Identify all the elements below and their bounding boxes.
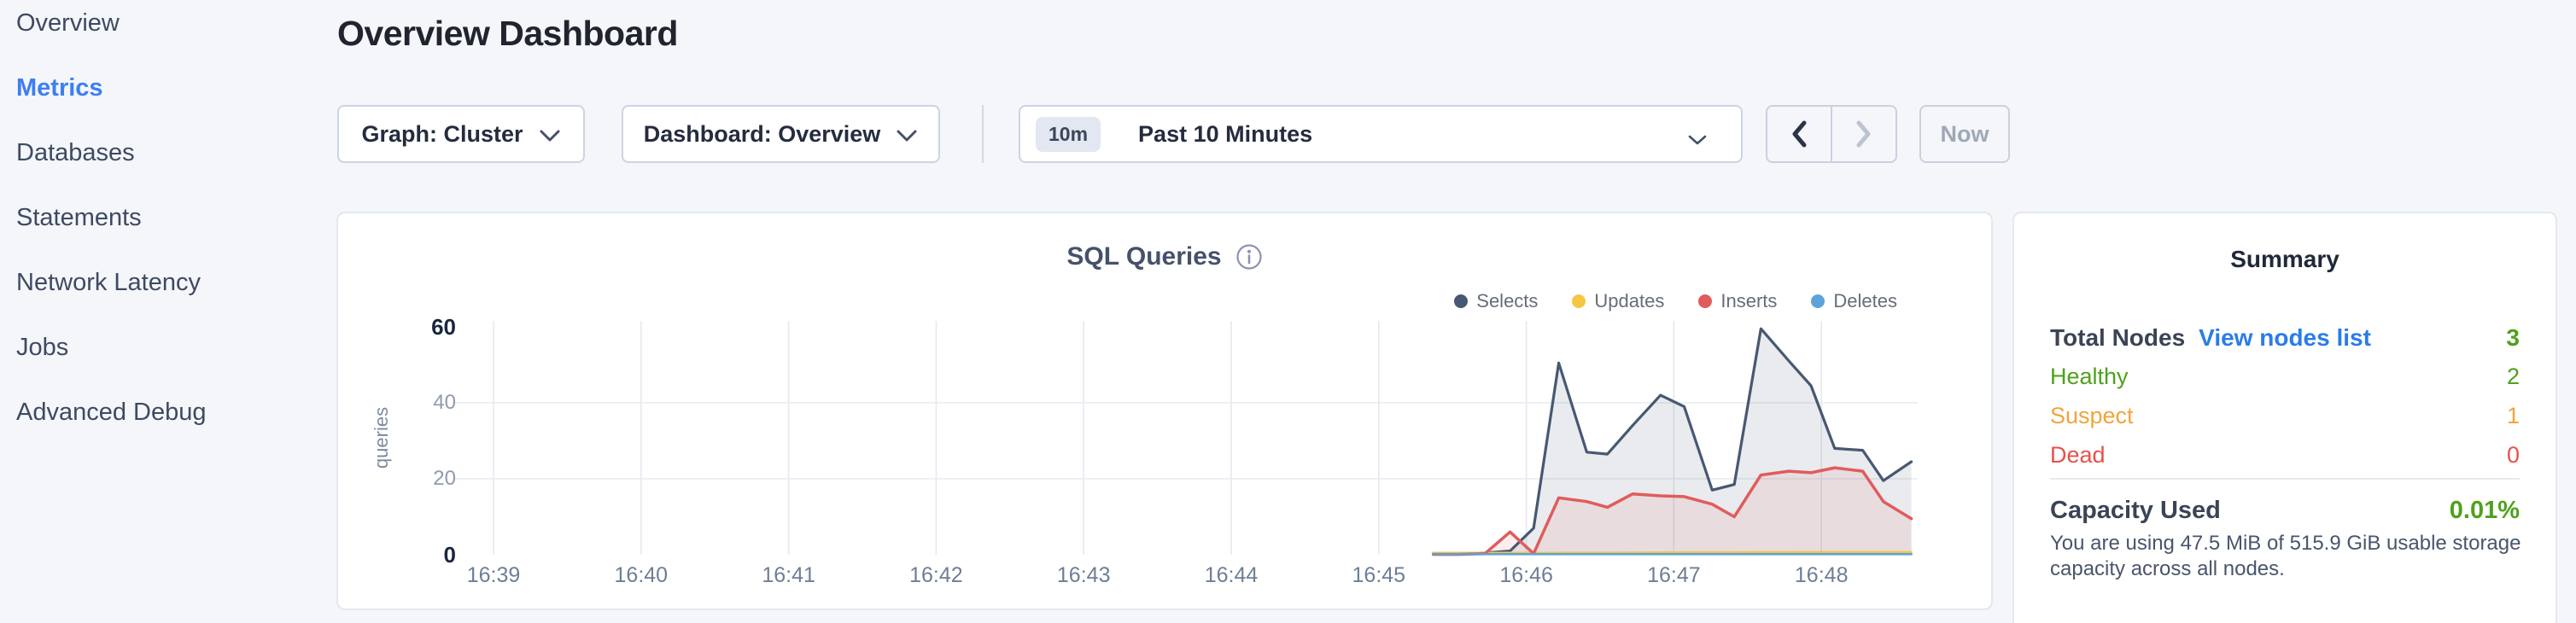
graph-scope-dropdown-label: Graph: Cluster <box>361 120 523 147</box>
node-status-label: Suspect <box>2050 403 2134 428</box>
chart-title: SQL Queries <box>1066 242 1222 271</box>
x-tick-label: 16:48 <box>1794 563 1849 587</box>
toolbar-divider <box>982 105 984 163</box>
legend-label: Inserts <box>1720 290 1778 312</box>
series-inserts-area <box>1433 468 1912 555</box>
series-inserts-line <box>1431 466 1913 556</box>
now-button-label: Now <box>1940 120 1989 147</box>
info-icon[interactable] <box>1235 243 1263 271</box>
y-tick-label: 40 <box>433 391 456 414</box>
node-status-value: 1 <box>2506 403 2520 428</box>
sidebar-item-statements[interactable]: Statements <box>16 204 142 231</box>
x-tick-label: 16:45 <box>1352 563 1406 587</box>
series-selects-area <box>1433 329 1912 555</box>
sql-queries-chart-card: SQL Queries Selects Updates Inserts Deletes… <box>336 212 1993 610</box>
sidebar-item-network-latency[interactable]: Network Latency <box>16 269 201 296</box>
total-nodes-label: Total Nodes <box>2050 324 2186 351</box>
graph-scope-dropdown[interactable]: Graph: Cluster <box>337 105 585 163</box>
x-tick-label: 16:43 <box>1056 563 1111 587</box>
capacity-used-value: 0.01% <box>2449 497 2520 524</box>
time-step-button-group <box>1766 105 1897 163</box>
chevron-down-icon <box>1688 135 1707 145</box>
chevron-right-icon <box>1856 120 1871 148</box>
chevron-down-icon <box>897 130 917 142</box>
node-status-row-suspect: Suspect 1 <box>2050 403 2520 428</box>
x-tick-label: 16:44 <box>1204 563 1259 587</box>
node-status-label: Healthy <box>2050 364 2129 389</box>
total-nodes-value: 3 <box>2506 324 2520 351</box>
node-status-rows: Healthy 2 Suspect 1 Dead 0 <box>2050 364 2520 468</box>
legend-dot-icon <box>1572 294 1586 308</box>
now-button[interactable]: Now <box>1919 105 2010 163</box>
x-tick-label: 16:46 <box>1499 563 1553 587</box>
sql-queries-plot[interactable] <box>453 316 1918 558</box>
legend-item-selects[interactable]: Selects <box>1454 290 1538 312</box>
node-status-label: Dead <box>2050 442 2106 468</box>
sidebar-item-databases[interactable]: Databases <box>16 139 135 166</box>
y-tick-label: 60 <box>431 314 456 340</box>
total-nodes-row: Total Nodes View nodes list 3 <box>2050 324 2520 351</box>
capacity-used-label: Capacity Used <box>2050 497 2221 524</box>
summary-title: Summary <box>2230 246 2339 272</box>
capacity-used-row: Capacity Used 0.01% <box>2050 497 2520 525</box>
time-step-prev-button[interactable] <box>1767 107 1832 161</box>
legend-label: Updates <box>1594 290 1665 312</box>
chevron-left-icon <box>1792 120 1807 148</box>
y-tick-label: 0 <box>443 542 456 568</box>
node-status-row-dead: Dead 0 <box>2050 442 2520 468</box>
sidebar-item-jobs[interactable]: Jobs <box>16 334 69 361</box>
x-tick-label: 16:47 <box>1647 563 1701 587</box>
x-tick-label: 16:42 <box>909 563 963 587</box>
node-status-value: 2 <box>2506 364 2520 389</box>
time-range-badge: 10m <box>1036 116 1101 152</box>
x-tick-label: 16:41 <box>762 563 815 587</box>
sidebar-item-advanced-debug[interactable]: Advanced Debug <box>16 399 207 426</box>
page-title: Overview Dashboard <box>337 14 678 53</box>
chart-legend: Selects Updates Inserts Deletes <box>1454 290 1897 312</box>
legend-dot-icon <box>1454 294 1469 308</box>
y-axis-title: queries <box>371 406 392 469</box>
legend-item-deletes[interactable]: Deletes <box>1811 290 1897 312</box>
chevron-down-icon <box>540 130 560 142</box>
legend-dot-icon <box>1811 294 1825 308</box>
dashboard-dropdown[interactable]: Dashboard: Overview <box>622 105 940 163</box>
node-status-row-healthy: Healthy 2 <box>2050 364 2520 389</box>
summary-panel: Summary Total Nodes View nodes list 3 He… <box>2012 212 2557 623</box>
legend-label: Deletes <box>1833 290 1897 312</box>
legend-item-inserts[interactable]: Inserts <box>1698 290 1777 312</box>
y-tick-label: 20 <box>433 467 456 490</box>
x-tick-label: 16:39 <box>466 563 521 587</box>
series-selects-line <box>1432 327 1913 556</box>
time-step-next-button[interactable] <box>1832 107 1895 161</box>
view-nodes-list-link[interactable]: View nodes list <box>2199 324 2371 351</box>
sidebar-nav: Overview Metrics Databases Statements Networ… <box>16 10 298 464</box>
x-tick-label: 16:40 <box>614 563 669 587</box>
chart-header: SQL Queries <box>338 242 1991 271</box>
sidebar-item-metrics[interactable]: Metrics <box>16 74 103 102</box>
legend-item-updates[interactable]: Updates <box>1572 290 1664 312</box>
summary-divider <box>2050 478 2520 480</box>
legend-label: Selects <box>1476 290 1539 312</box>
time-range-label: Past 10 Minutes <box>1138 120 1313 147</box>
capacity-description: You are using 47.5 MiB of 515.9 GiB usab… <box>2050 532 2521 580</box>
legend-dot-icon <box>1698 294 1713 308</box>
node-status-value: 0 <box>2506 442 2520 468</box>
sidebar-item-overview[interactable]: Overview <box>16 9 120 37</box>
dashboard-dropdown-label: Dashboard: Overview <box>643 120 881 147</box>
time-range-selector[interactable]: 10m Past 10 Minutes <box>1019 105 1743 163</box>
series-updates-line <box>1432 550 1913 555</box>
